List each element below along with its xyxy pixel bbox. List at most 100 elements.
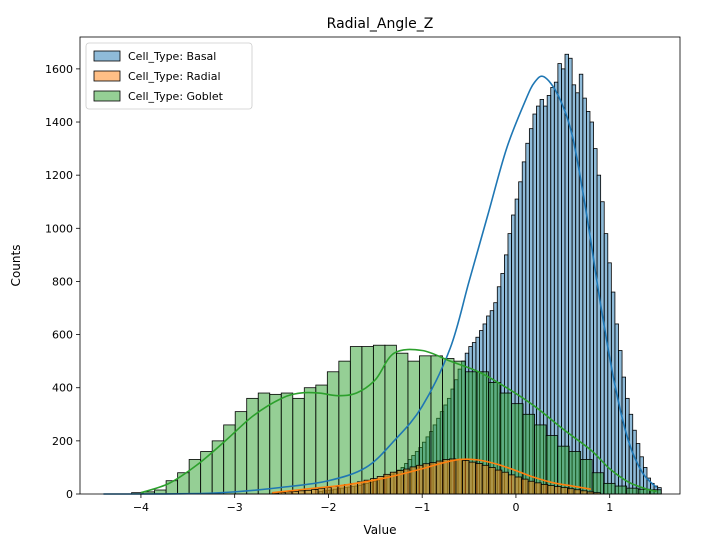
- x-tick-label: −4: [133, 501, 149, 514]
- bar: [546, 95, 552, 495]
- kde-curves: [103, 75, 658, 495]
- bar: [269, 393, 282, 495]
- bar: [600, 201, 605, 495]
- bar: [607, 262, 612, 495]
- bar: [304, 489, 312, 495]
- bar: [448, 458, 457, 495]
- bar: [338, 360, 351, 495]
- bar: [603, 233, 609, 495]
- bar: [324, 487, 332, 495]
- bar: [567, 488, 575, 495]
- bar: [589, 121, 594, 495]
- bar: [621, 376, 626, 495]
- bar: [494, 469, 503, 495]
- x-tick-label: −3: [227, 501, 243, 514]
- bar: [625, 397, 630, 495]
- bar: [521, 478, 529, 495]
- y-tick-label: 600: [52, 329, 73, 342]
- y-tick-label: 1600: [45, 63, 73, 76]
- bar: [234, 411, 248, 495]
- legend: Cell_Type: Basal Cell_Type: Radial Cell_Ty…: [85, 42, 253, 110]
- chart-title: Radial_Angle_Z: [327, 16, 434, 32]
- bar: [177, 472, 190, 495]
- bar: [462, 460, 470, 495]
- plot-frame: [79, 36, 681, 495]
- bar: [384, 344, 397, 495]
- bar: [560, 487, 568, 495]
- bar: [547, 485, 555, 495]
- bar: [553, 486, 562, 495]
- bar: [580, 490, 588, 495]
- bar: [468, 461, 477, 495]
- bar: [303, 387, 317, 495]
- y-tick-label: 400: [52, 382, 73, 395]
- bar: [455, 459, 463, 495]
- bar: [578, 73, 584, 495]
- bar: [586, 111, 591, 495]
- bar: [508, 474, 516, 495]
- bar: [315, 384, 328, 495]
- bar: [514, 476, 522, 495]
- bar: [337, 485, 345, 495]
- x-axis-label: Value: [364, 523, 397, 537]
- bar: [582, 97, 587, 495]
- bar: [610, 291, 616, 495]
- bar: [488, 467, 496, 495]
- legend-label: Cell_Type: Goblet: [128, 90, 224, 103]
- bar: [626, 487, 639, 495]
- bar: [298, 490, 306, 495]
- y-tick-label: 1200: [45, 169, 73, 182]
- bar: [553, 81, 559, 495]
- bar: [593, 148, 598, 495]
- bar: [591, 472, 605, 495]
- bar: [540, 484, 549, 495]
- bar: [557, 63, 562, 495]
- bar: [475, 463, 483, 495]
- bar: [614, 485, 628, 495]
- legend-frame: [85, 42, 253, 110]
- bar: [501, 471, 509, 495]
- bar: [350, 482, 358, 495]
- y-tick-label: 0: [66, 488, 73, 501]
- legend-label: Cell_Type: Radial: [128, 70, 221, 83]
- x-tick-label: 0: [512, 501, 519, 514]
- x-tick-label: 1: [606, 501, 613, 514]
- kde-line-cell-type-goblet: [140, 348, 657, 494]
- legend-swatch: [93, 70, 121, 82]
- bar: [223, 424, 236, 495]
- legend-swatch: [93, 50, 121, 62]
- y-axis: 0 200 400 600 800 1000 1200 1400 1600: [45, 63, 80, 501]
- bar: [614, 323, 619, 495]
- bar: [292, 397, 305, 495]
- bar: [280, 392, 294, 495]
- bar: [442, 459, 450, 495]
- bars-cell-type-radial: [271, 458, 601, 495]
- legend-label: Cell_Type: Basal: [128, 50, 216, 63]
- bar: [326, 371, 340, 495]
- y-tick-label: 800: [52, 275, 73, 288]
- bar: [550, 87, 555, 495]
- bar: [527, 480, 536, 495]
- kde-line-cell-type-basal: [103, 75, 658, 495]
- bar: [534, 482, 542, 495]
- bar: [429, 462, 437, 495]
- bar: [361, 346, 374, 495]
- y-tick-label: 1400: [45, 116, 73, 129]
- bar: [618, 350, 623, 495]
- x-tick-label: −1: [414, 501, 430, 514]
- bar: [481, 464, 490, 495]
- bar: [330, 486, 339, 495]
- bar: [211, 440, 225, 495]
- y-tick-label: 1000: [45, 222, 73, 235]
- bar: [435, 460, 444, 495]
- bar: [311, 489, 319, 495]
- y-axis-label: Counts: [9, 245, 23, 287]
- bar: [343, 484, 352, 495]
- x-axis: −4 −3 −2 −1 0 1: [133, 494, 613, 514]
- kde-line-cell-type-radial: [272, 458, 592, 494]
- legend-swatch: [93, 90, 121, 102]
- bar: [573, 489, 582, 495]
- x-tick-label: −2: [320, 501, 336, 514]
- bar: [188, 459, 202, 495]
